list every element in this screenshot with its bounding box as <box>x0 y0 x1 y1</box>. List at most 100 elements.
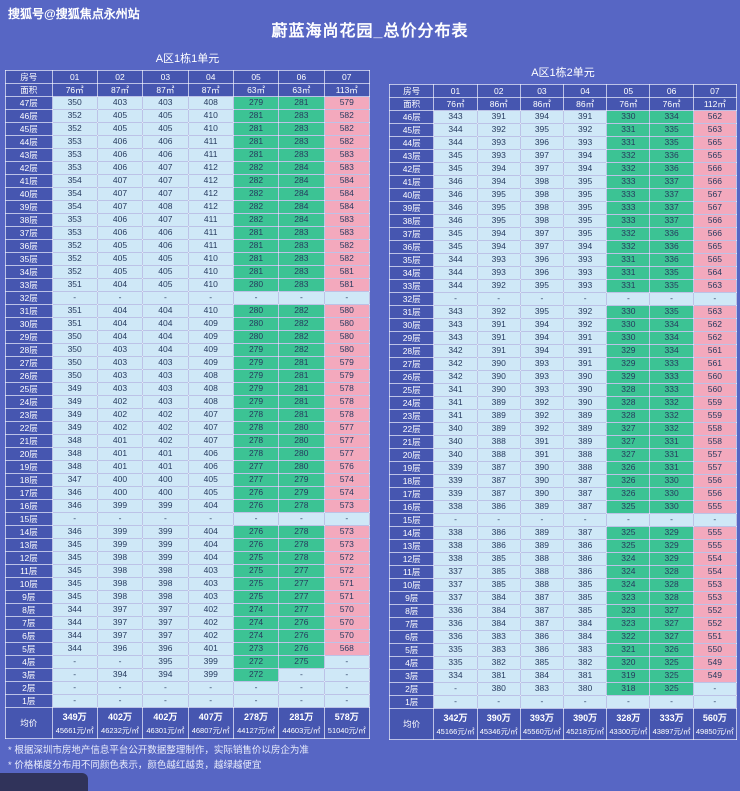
price-cell: 580 <box>323 317 371 331</box>
price-cell: 334 <box>649 344 694 358</box>
price-cell: - <box>51 512 98 526</box>
price-cell: 320 <box>606 656 651 670</box>
price-cell: 337 <box>433 578 478 592</box>
room-number-corner: 房号 <box>388 84 435 98</box>
price-cell: 331 <box>606 136 651 150</box>
price-cell: 392 <box>563 305 608 319</box>
price-cell: 282 <box>232 200 280 214</box>
avg-total-price: 278万 <box>244 712 269 722</box>
price-cell: 323 <box>606 591 651 605</box>
price-cell: 560 <box>692 370 738 384</box>
price-cell: 273 <box>232 642 280 656</box>
price-cell: 332 <box>606 162 651 176</box>
price-cell: 348 <box>51 460 98 474</box>
price-cell: 352 <box>51 252 98 266</box>
price-cell: 409 <box>187 356 234 370</box>
price-cell: - <box>323 655 371 669</box>
price-cell: - <box>606 695 651 709</box>
price-cell: 405 <box>142 265 189 279</box>
price-cell: 393 <box>563 253 608 267</box>
price-cell: 335 <box>649 123 694 137</box>
price-cell: 386 <box>519 643 565 657</box>
price-cell: 411 <box>187 226 234 240</box>
price-cell: 553 <box>692 591 738 605</box>
price-cell: 394 <box>563 162 608 176</box>
floor-label: 43层 <box>5 148 53 162</box>
price-cell: 323 <box>606 617 651 631</box>
price-cell: - <box>232 291 280 305</box>
price-cell: 282 <box>232 161 280 175</box>
price-cell: 408 <box>187 369 234 383</box>
price-cell: 398 <box>96 590 144 604</box>
price-cell: 403 <box>187 577 234 591</box>
price-cell: 411 <box>187 148 234 162</box>
price-cell: 392 <box>476 123 521 137</box>
floor-label: 17层 <box>388 487 435 501</box>
price-cell: 283 <box>278 265 325 279</box>
price-cell: 336 <box>649 149 694 163</box>
price-cell: - <box>142 681 189 695</box>
price-cell: 275 <box>232 551 280 565</box>
avg-unit-price: 45346元/㎡ <box>479 727 518 736</box>
price-cell: 282 <box>232 174 280 188</box>
price-cell: 383 <box>476 630 521 644</box>
column-header: 03 <box>519 84 565 98</box>
price-cell: 337 <box>649 201 694 215</box>
price-cell: 349 <box>51 395 98 409</box>
area-corner: 面积 <box>388 97 435 111</box>
price-cell: 331 <box>649 448 694 462</box>
price-cell: - <box>476 513 521 527</box>
price-cell: - <box>476 292 521 306</box>
price-cell: 404 <box>187 538 234 552</box>
price-cell: 582 <box>323 122 371 136</box>
price-cell: 397 <box>519 149 565 163</box>
price-cell: 570 <box>323 629 371 643</box>
price-cell: 334 <box>649 331 694 345</box>
price-cell: 329 <box>649 526 694 540</box>
price-cell: 565 <box>692 253 738 267</box>
price-cell: 345 <box>433 240 478 254</box>
price-cell: - <box>563 695 608 709</box>
price-cell: 401 <box>142 447 189 461</box>
price-cell: 394 <box>476 240 521 254</box>
column-header: 06 <box>278 70 325 84</box>
price-cell: 391 <box>563 110 608 124</box>
price-cell: 277 <box>232 473 280 487</box>
price-cell: 326 <box>649 643 694 657</box>
price-cell: 281 <box>278 96 325 110</box>
price-cell: 579 <box>323 369 371 383</box>
price-cell: 323 <box>606 604 651 618</box>
price-cell: 352 <box>51 122 98 136</box>
price-cell: 276 <box>232 538 280 552</box>
floor-label: 11层 <box>388 565 435 579</box>
price-cell: - <box>142 512 189 526</box>
price-cell: 582 <box>323 109 371 123</box>
price-cell: 582 <box>323 239 371 253</box>
price-cell: 353 <box>51 226 98 240</box>
price-cell: 324 <box>606 578 651 592</box>
avg-cell: 333万 43897元/㎡ <box>649 708 694 740</box>
price-cell: 397 <box>519 162 565 176</box>
price-cell: 407 <box>142 161 189 175</box>
price-cell: 399 <box>142 499 189 513</box>
price-cell: 336 <box>433 604 478 618</box>
price-cell: 328 <box>606 409 651 423</box>
price-cell: 330 <box>606 110 651 124</box>
price-cell: 395 <box>476 201 521 215</box>
price-cell: 280 <box>278 421 325 435</box>
price-cell: 353 <box>51 135 98 149</box>
price-cell: 276 <box>232 499 280 513</box>
floor-label: 25层 <box>388 383 435 397</box>
price-cell: 386 <box>563 552 608 566</box>
price-cell: 557 <box>692 461 738 475</box>
price-cell: 403 <box>96 369 144 383</box>
price-cell: 408 <box>187 96 234 110</box>
price-cell: 390 <box>563 383 608 397</box>
price-cell: 407 <box>142 174 189 188</box>
price-cell: 281 <box>278 382 325 396</box>
price-cell: 397 <box>96 603 144 617</box>
column-header: 02 <box>476 84 521 98</box>
price-cell: 389 <box>476 396 521 410</box>
price-cell: 387 <box>519 591 565 605</box>
price-cell: 395 <box>563 201 608 215</box>
